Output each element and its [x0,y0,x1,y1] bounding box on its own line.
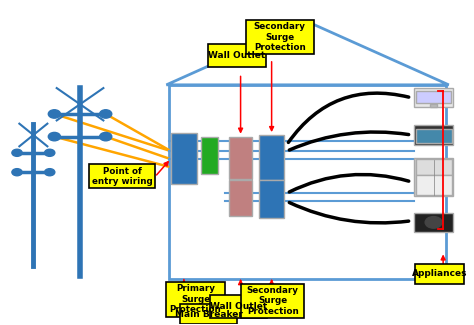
Text: Wall Outlet: Wall Outlet [210,302,267,311]
Circle shape [100,110,112,118]
Text: Primary
Surge
Protection: Primary Surge Protection [170,284,221,314]
FancyBboxPatch shape [180,304,237,324]
Bar [229,180,252,216]
Bar [414,88,454,108]
Text: Secondary
Surge
Protection: Secondary Surge Protection [247,286,299,316]
Bar [201,136,218,174]
Circle shape [12,169,22,176]
FancyBboxPatch shape [210,295,267,318]
FancyBboxPatch shape [90,164,155,188]
Bar [414,158,454,197]
Bar [169,85,447,279]
Text: Appliances: Appliances [412,269,467,278]
Circle shape [425,216,442,228]
FancyBboxPatch shape [415,264,464,284]
Bar [171,133,197,184]
Bar [414,213,454,232]
Bar [259,135,284,180]
FancyBboxPatch shape [166,282,225,317]
Text: Wall Outlet: Wall Outlet [209,51,266,60]
Bar [259,180,284,217]
Bar [229,136,252,179]
Circle shape [100,132,112,141]
Circle shape [48,110,60,118]
Bar [416,91,451,103]
Text: Point of
entry wiring: Point of entry wiring [91,166,153,186]
Text: Secondary
Surge
Protection: Secondary Surge Protection [254,22,306,52]
FancyBboxPatch shape [208,45,266,67]
Bar [416,128,452,143]
Circle shape [12,149,22,156]
Polygon shape [166,22,449,85]
Bar [414,125,454,145]
FancyBboxPatch shape [246,20,314,54]
FancyBboxPatch shape [241,284,304,318]
Text: Main Breaker: Main Breaker [175,310,243,319]
Circle shape [45,169,55,176]
Bar [416,175,452,195]
Bar [416,159,452,175]
Bar [430,104,438,108]
Circle shape [48,132,60,141]
Circle shape [45,149,55,156]
